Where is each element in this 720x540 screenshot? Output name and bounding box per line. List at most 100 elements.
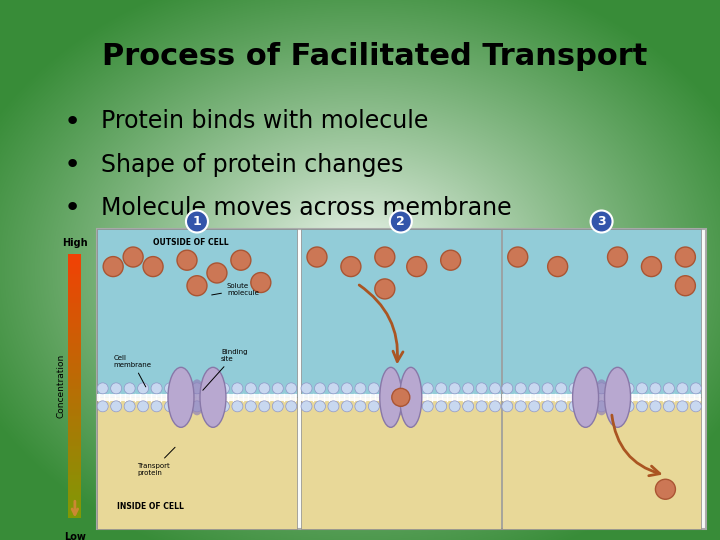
Circle shape xyxy=(123,247,143,267)
Bar xyxy=(68,313,81,316)
Bar xyxy=(68,502,81,505)
Circle shape xyxy=(441,250,461,270)
Circle shape xyxy=(677,401,688,412)
Circle shape xyxy=(476,401,487,412)
Circle shape xyxy=(111,383,122,394)
Bar xyxy=(301,230,500,397)
Bar xyxy=(68,336,81,340)
Text: OUTSIDE OF CELL: OUTSIDE OF CELL xyxy=(153,239,229,247)
Circle shape xyxy=(395,401,406,412)
Text: Binding
site: Binding site xyxy=(203,349,248,390)
Bar xyxy=(68,409,81,413)
Circle shape xyxy=(502,383,513,394)
Circle shape xyxy=(231,250,251,270)
Circle shape xyxy=(151,401,162,412)
Circle shape xyxy=(286,401,297,412)
Circle shape xyxy=(192,401,202,412)
Bar xyxy=(68,287,81,290)
Circle shape xyxy=(675,247,696,267)
Bar xyxy=(68,475,81,478)
Circle shape xyxy=(341,256,361,276)
Circle shape xyxy=(528,383,540,394)
Circle shape xyxy=(596,383,607,394)
Circle shape xyxy=(272,383,283,394)
Bar xyxy=(68,373,81,376)
Text: Cell
membrane: Cell membrane xyxy=(113,355,151,387)
Bar xyxy=(68,363,81,366)
Circle shape xyxy=(187,276,207,296)
Bar xyxy=(68,307,81,310)
Bar xyxy=(68,303,81,307)
Bar xyxy=(68,482,81,485)
Bar xyxy=(68,323,81,327)
Circle shape xyxy=(341,383,352,394)
Circle shape xyxy=(205,401,216,412)
Text: •: • xyxy=(63,151,81,179)
Circle shape xyxy=(677,383,688,394)
Bar xyxy=(68,459,81,462)
Text: 1: 1 xyxy=(193,215,202,228)
Bar xyxy=(68,320,81,323)
Circle shape xyxy=(516,383,526,394)
Circle shape xyxy=(218,401,230,412)
Circle shape xyxy=(590,211,613,233)
Bar xyxy=(68,356,81,360)
Circle shape xyxy=(103,256,123,276)
Bar xyxy=(502,394,701,401)
Text: High: High xyxy=(62,238,88,248)
Circle shape xyxy=(138,401,148,412)
Bar xyxy=(68,462,81,465)
Bar xyxy=(68,386,81,389)
Bar xyxy=(68,280,81,284)
Bar xyxy=(68,274,81,277)
Circle shape xyxy=(218,383,230,394)
Circle shape xyxy=(642,256,662,276)
Ellipse shape xyxy=(605,367,631,427)
Circle shape xyxy=(382,401,393,412)
Ellipse shape xyxy=(379,367,402,427)
Bar xyxy=(68,389,81,393)
Circle shape xyxy=(207,263,227,283)
Circle shape xyxy=(178,401,189,412)
Ellipse shape xyxy=(396,379,406,415)
Ellipse shape xyxy=(189,379,205,415)
Circle shape xyxy=(556,383,567,394)
Bar xyxy=(68,310,81,313)
Circle shape xyxy=(528,401,540,412)
Circle shape xyxy=(390,211,412,233)
Circle shape xyxy=(490,401,500,412)
Circle shape xyxy=(392,388,410,406)
Bar xyxy=(68,515,81,518)
Circle shape xyxy=(476,383,487,394)
Bar xyxy=(68,509,81,512)
Bar xyxy=(68,413,81,416)
Circle shape xyxy=(151,383,162,394)
Circle shape xyxy=(369,401,379,412)
Circle shape xyxy=(596,401,607,412)
Bar xyxy=(68,340,81,343)
Bar xyxy=(68,439,81,442)
Bar xyxy=(68,353,81,356)
Circle shape xyxy=(286,383,297,394)
Circle shape xyxy=(341,401,352,412)
Circle shape xyxy=(556,401,567,412)
Circle shape xyxy=(355,401,366,412)
Bar xyxy=(68,257,81,260)
Bar xyxy=(68,284,81,287)
Text: Molecule moves across membrane: Molecule moves across membrane xyxy=(101,196,511,220)
Bar xyxy=(97,394,297,401)
Circle shape xyxy=(272,401,283,412)
Ellipse shape xyxy=(593,379,610,415)
Circle shape xyxy=(258,401,270,412)
Circle shape xyxy=(569,401,580,412)
Bar xyxy=(68,452,81,456)
Bar xyxy=(68,433,81,436)
Bar xyxy=(68,436,81,439)
Bar xyxy=(68,260,81,264)
Circle shape xyxy=(307,247,327,267)
Circle shape xyxy=(186,211,208,233)
Bar xyxy=(68,300,81,303)
Ellipse shape xyxy=(168,367,194,427)
Bar xyxy=(68,290,81,293)
Circle shape xyxy=(675,276,696,296)
